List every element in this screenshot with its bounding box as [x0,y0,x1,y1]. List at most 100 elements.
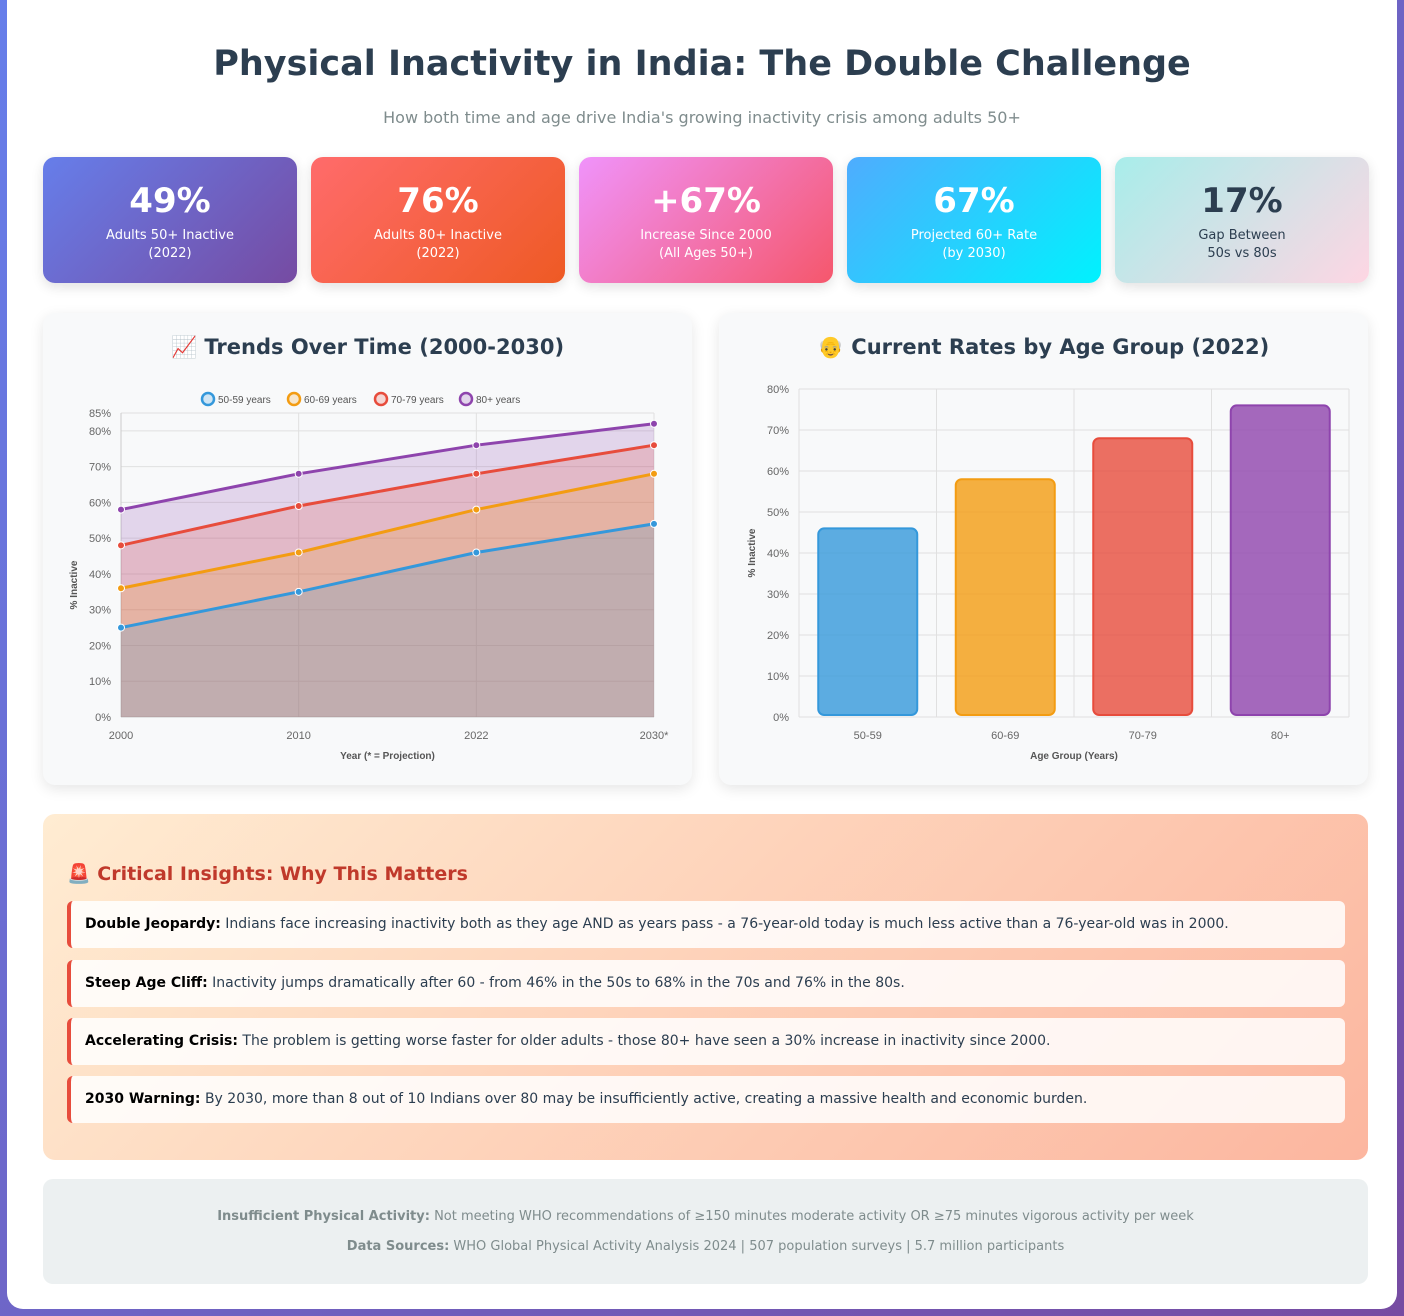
page-title: Physical Inactivity in India: The Double… [213,44,1191,84]
data-point-50-59-years [650,519,658,528]
series-line-80-years [120,422,655,512]
legend-marker [373,391,389,407]
main-card: Physical Inactivity in India: The Double… [7,0,1397,1309]
stat-label: Increase Since 2000 (All Ages 50+) [640,228,772,261]
bar-80 [1229,404,1331,717]
insight-item: 2030 Warning: By 2030, more than 8 out o… [67,1076,1345,1123]
data-point-60-69-years [294,548,303,557]
stat-card-gap-50s-80s: 17% Gap Between 50s vs 80s [1115,157,1369,283]
y-tick-label: 20% [89,640,111,652]
data-point-50-59-years [472,548,481,557]
y-tick-label: 30% [767,589,789,601]
y-tick-label: 0% [95,712,111,724]
stat-value: 17% [1201,181,1283,221]
legend-label: 60-69 years [304,395,357,406]
series-area-80-years [121,423,654,717]
y-tick-label: 40% [767,548,789,560]
legend-label: 50-59 years [218,395,271,406]
data-point-70-79-years [472,469,481,478]
stat-value: 49% [129,181,211,221]
series-area-60-69-years [121,473,654,717]
y-tick-label: 50% [767,507,789,519]
x-tick-label: 2022 [464,730,488,742]
data-point-50-59-years [294,587,303,596]
series-line-50-59-years [120,522,655,630]
y-axis-title: % Inactive [69,560,80,609]
stat-card-projected-60-rate: 67% Projected 60+ Rate (by 2030) [847,157,1101,283]
series-line-70-79-years [120,443,655,547]
y-tick-label: 40% [89,569,111,581]
age-chart-title: 👴 Current Rates by Age Group (2022) [817,335,1270,359]
y-tick-label: 20% [767,630,789,642]
x-tick-label: 2030* [640,730,669,742]
trend-chart[interactable]: 0% 10% 20% 30% 40% 50% 60% 70% 80% 85% 2000 2010 202… [43,313,692,785]
trend-chart-panel: 0% 10% 20% 30% 40% 50% 60% 70% 80% 85% 2000 2010 202… [43,313,692,785]
data-point-70-79-years [117,541,125,550]
y-tick-label: 60% [767,466,789,478]
insight-item: Steep Age Cliff: Inactivity jumps dramat… [67,960,1345,1007]
stat-value: 67% [933,181,1015,221]
bar-5059 [817,527,919,716]
x-tick-label: 70-79 [1129,730,1157,742]
data-point-70-79-years [650,441,658,450]
data-point-80-years [472,441,481,450]
footer-notes: Insufficient Physical Activity: Not meet… [43,1179,1368,1284]
y-tick-label: 10% [89,676,111,688]
y-tick-label: 85% [89,408,111,420]
data-point-80-years [650,419,658,428]
x-tick-label: 60-69 [991,730,1019,742]
y-axis-title: % Inactive [747,528,758,577]
age-chart-panel: 0% 10% 20% 30% 40% 50% 60% 70% 80% 50-59 60-69 70-7… [719,313,1368,785]
stat-label: Projected 60+ Rate (by 2030) [910,228,1038,261]
y-tick-label: 0% [773,712,789,724]
y-tick-label: 60% [89,497,111,509]
y-tick-label: 50% [89,533,111,545]
stat-label: Adults 50+ Inactive (2022) [106,228,234,261]
y-tick-label: 80% [89,426,111,438]
x-tick-label: 80+ [1271,730,1290,742]
legend-marker [200,391,216,407]
y-tick-label: 70% [89,462,111,474]
stat-card-increase-since-2000: +67% Increase Since 2000 (All Ages 50+) [579,157,833,283]
stat-label: Adults 80+ Inactive (2022) [374,228,502,261]
data-point-80-years [294,469,303,478]
series-area-50-59-years [121,523,654,717]
legend-marker [286,391,302,407]
stat-value: +67% [651,181,761,221]
insights-heading: 🚨 Critical Insights: Why This Matters [67,863,468,885]
x-axis-title: Age Group (Years) [1030,751,1118,762]
stat-card-adults-80-inactive: 76% Adults 80+ Inactive (2022) [311,157,565,283]
x-tick-label: 2000 [109,730,133,742]
insight-item: Accelerating Crisis: The problem is gett… [67,1018,1345,1065]
y-tick-label: 10% [767,671,789,683]
data-point-60-69-years [117,584,125,593]
series-line-60-69-years [120,472,655,590]
x-tick-label: 2010 [286,730,310,742]
legend-label: 80+ years [476,395,520,406]
x-tick-label: 50-59 [854,730,882,742]
bar-7079 [1092,437,1194,716]
y-tick-label: 30% [89,605,111,617]
stat-card-adults-50-inactive: 49% Adults 50+ Inactive (2022) [43,157,297,283]
legend-marker [458,391,474,407]
legend-label: 70-79 years [391,395,444,406]
age-bar-chart[interactable]: 0% 10% 20% 30% 40% 50% 60% 70% 80% 50-59 60-69 70-7… [719,313,1368,785]
data-point-50-59-years [117,623,125,632]
page-subtitle: How both time and age drive India's grow… [383,108,1021,127]
stat-value: 76% [397,181,479,221]
insight-item: Double Jeopardy: Indians face increasing… [67,901,1345,948]
data-point-60-69-years [472,505,481,514]
data-point-70-79-years [294,501,303,510]
trend-chart-title: 📈 Trends Over Time (2000-2030) [170,335,565,359]
data-point-80-years [117,505,125,514]
y-tick-label: 80% [767,384,789,396]
series-area-70-79-years [121,445,654,717]
y-tick-label: 70% [767,425,789,437]
bar-6069 [954,478,1056,716]
data-sources-note: Data Sources: WHO Global Physical Activi… [346,1239,1065,1254]
definition-note: Insufficient Physical Activity: Not meet… [217,1209,1194,1224]
insights-section: 🚨 Critical Insights: Why This Matters Do… [43,814,1368,1160]
x-axis-title: Year (* = Projection) [340,751,435,762]
data-point-60-69-years [650,469,658,478]
stat-label: Gap Between 50s vs 80s [1198,228,1286,261]
